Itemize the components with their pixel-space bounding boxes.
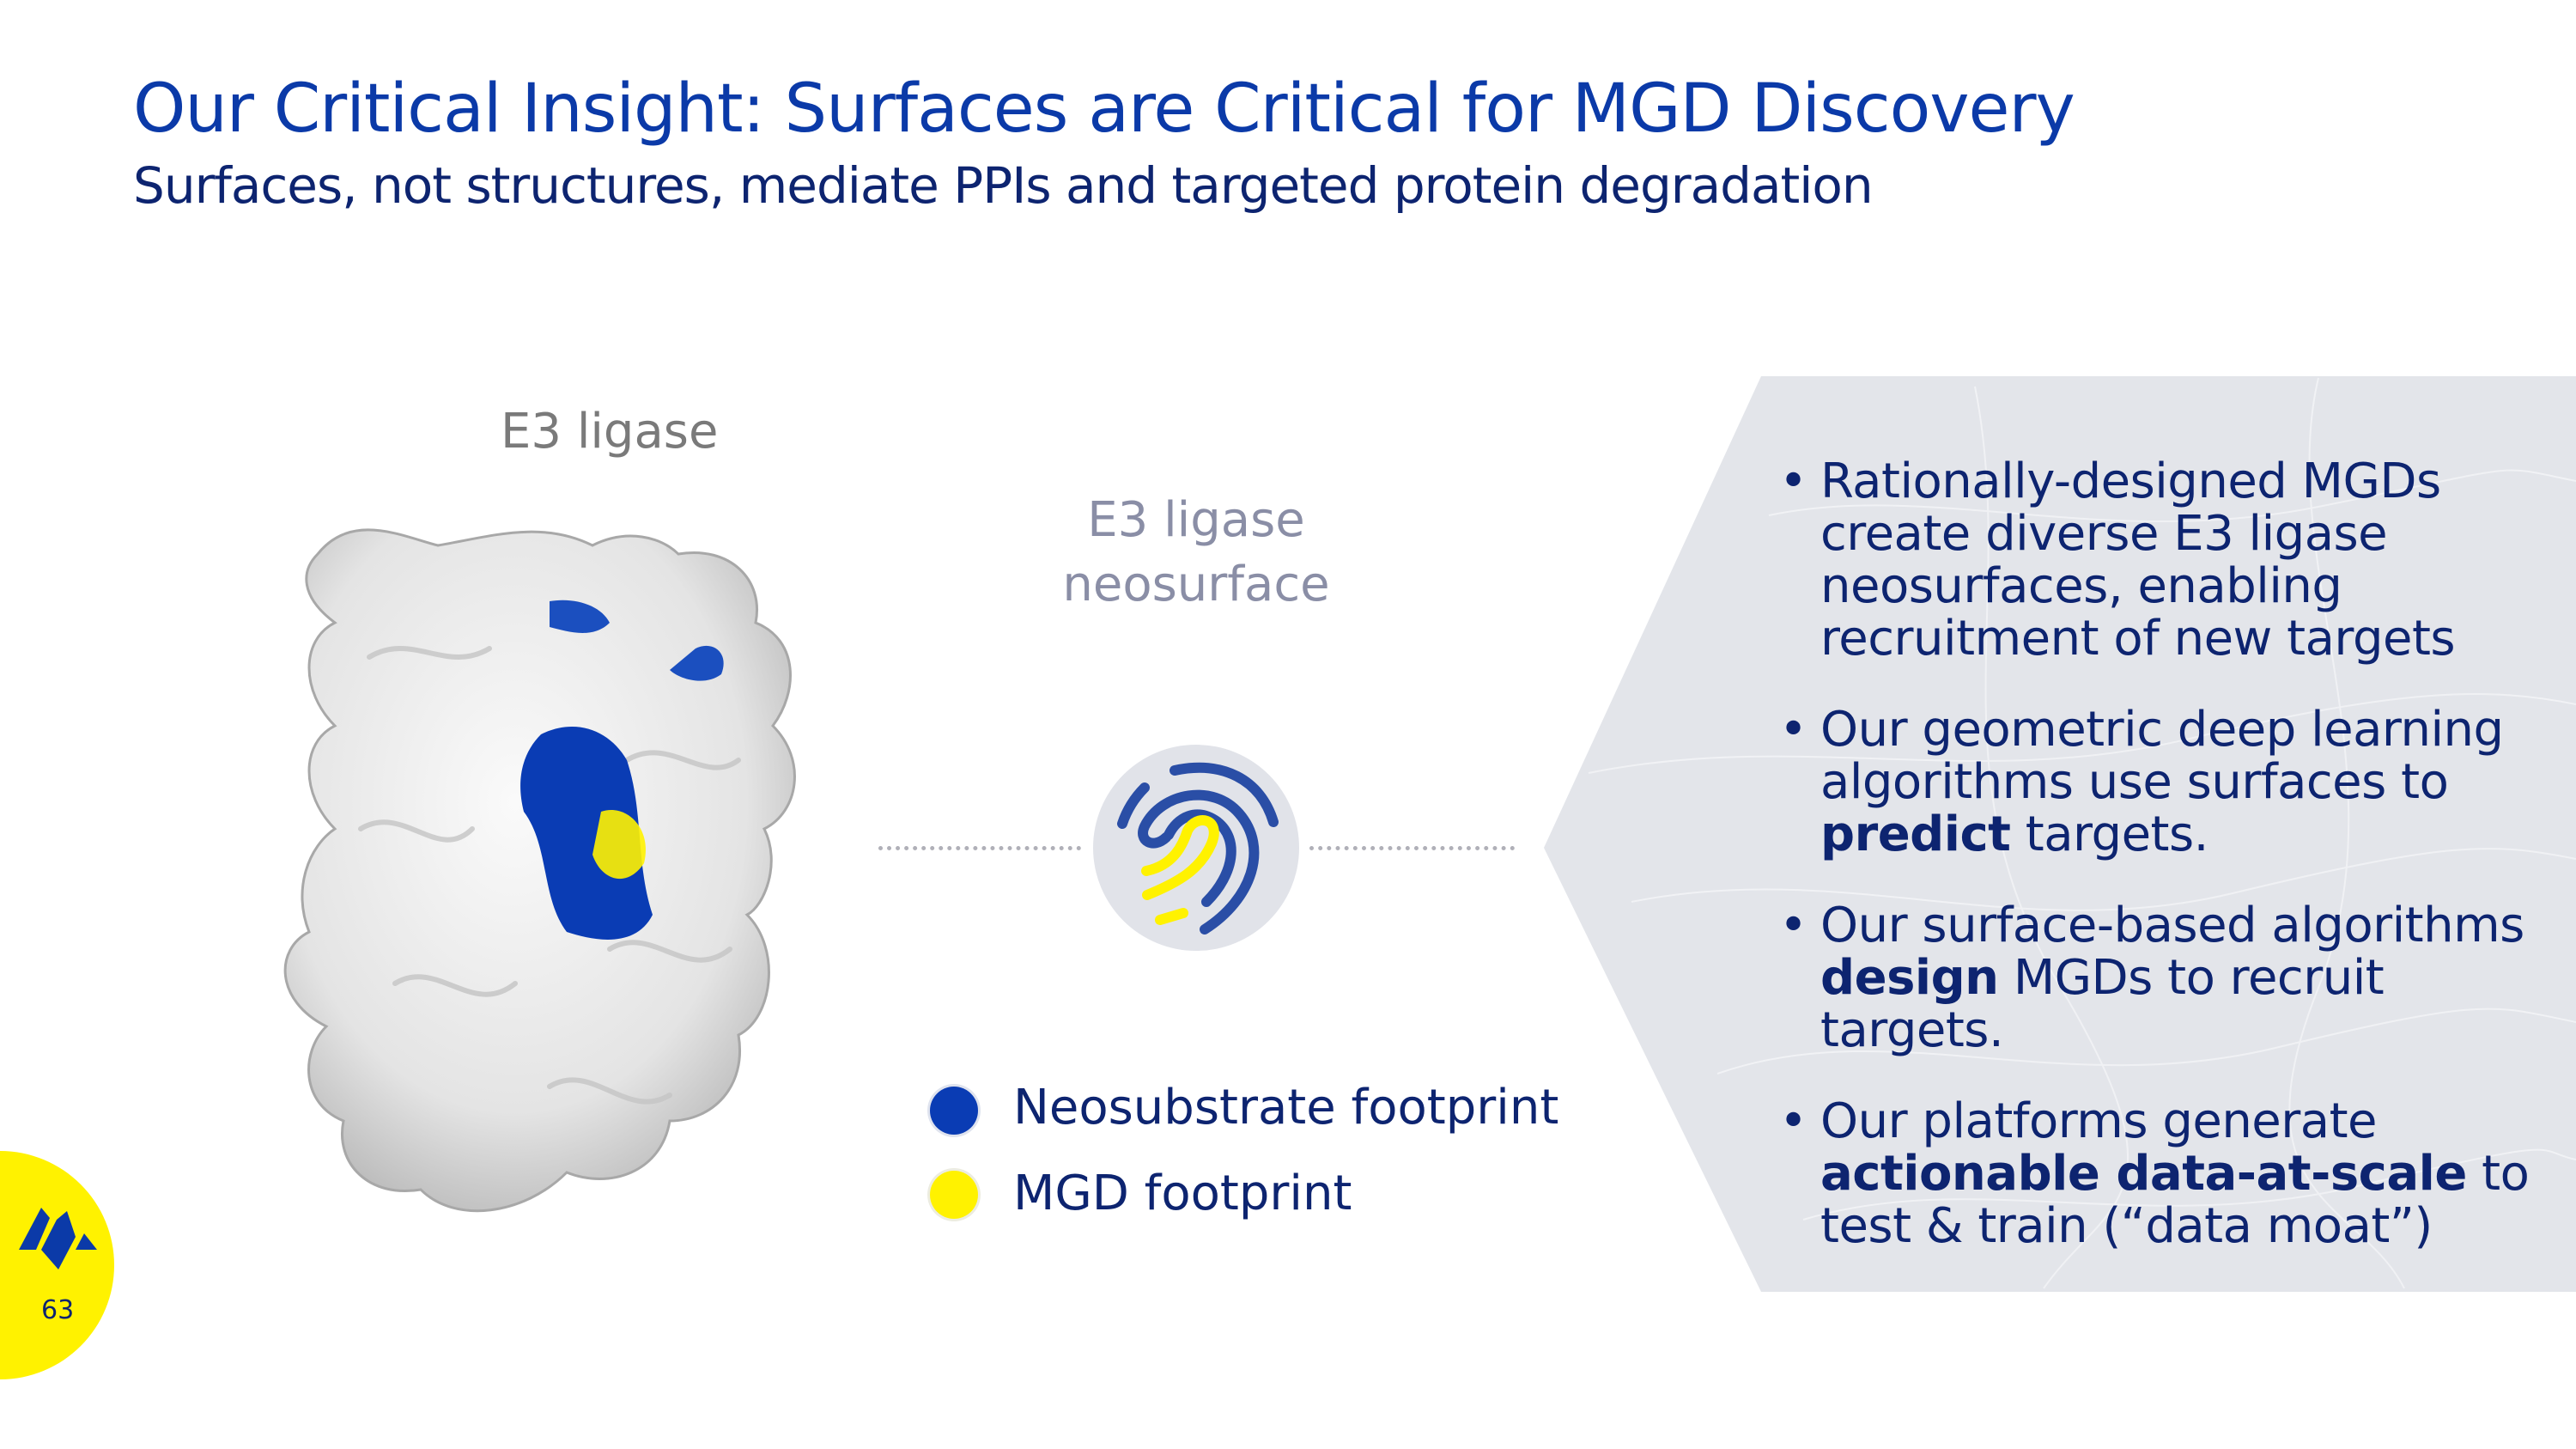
fingerprint-icon [1093, 745, 1299, 951]
protein-label: E3 ligase [501, 404, 719, 460]
bullet-text: Our surface-based algorithms [1820, 898, 2524, 953]
bullet-text: to test & train (“data moat”) [1820, 1146, 2530, 1254]
bullet-text: Our platforms generate [1820, 1093, 2378, 1149]
company-logo-icon [19, 1208, 97, 1269]
legend-label-neosubstrate: Neosubstrate footprint [1013, 1080, 1559, 1135]
page-number: 63 [41, 1295, 75, 1325]
dotted-connector-left [878, 846, 1081, 850]
neosurface-label-line2: neosurface [1062, 557, 1330, 612]
neosurface-label: E3 ligase neosurface [1024, 488, 1368, 617]
dotted-connector-right [1309, 846, 1515, 850]
neosurface-label-line1: E3 ligase [1087, 492, 1305, 548]
bullet-list: • Rationally-designed MGDs create diverse… [1779, 455, 2552, 1291]
legend-swatch-neosubstrate [930, 1087, 978, 1135]
bullet-item: • Rationally-designed MGDs create diverse… [1779, 454, 2456, 667]
bullet-item: • Our geometric deep learning algorithms … [1779, 702, 2504, 862]
bullet-emphasis: predict [1820, 807, 2011, 862]
protein-surface-image [283, 528, 796, 1213]
legend-label-mgd: MGD footprint [1013, 1166, 1352, 1221]
bullet-emphasis: design [1820, 950, 1999, 1006]
bullet-text: Rationally-designed MGDs create diverse … [1820, 454, 2456, 667]
bullet-item: • Our surface-based algorithms design MGD… [1779, 898, 2524, 1058]
page-title: Our Critical Insight: Surfaces are Criti… [133, 70, 2075, 148]
bullet-emphasis: actionable data-at-scale [1820, 1146, 2467, 1202]
bullet-text: MGDs to recruit targets. [1820, 950, 2385, 1058]
page-subtitle: Surfaces, not structures, mediate PPIs a… [133, 156, 1874, 215]
bullet-text: targets. [2010, 807, 2209, 862]
bullet-text: Our geometric deep learning algorithms u… [1820, 702, 2504, 810]
legend-swatch-mgd [930, 1171, 978, 1219]
bullet-item: • Our platforms generate actionable data-… [1779, 1093, 2530, 1254]
